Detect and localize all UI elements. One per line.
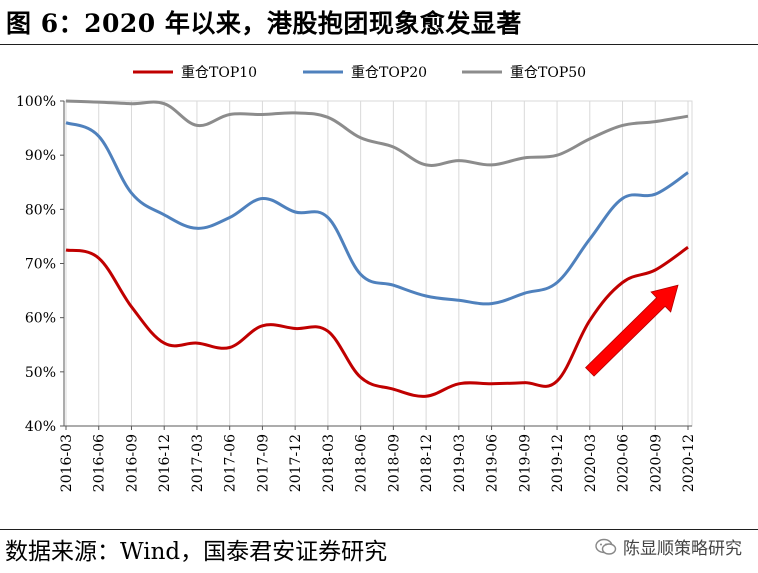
y-tick-label: 60% <box>25 311 56 327</box>
x-tick-label: 2019-06 <box>485 434 501 492</box>
x-tick-label: 2017-03 <box>190 434 206 492</box>
x-tick-label: 2016-03 <box>59 434 75 492</box>
watermark-text: 陈显顺策略研究 <box>623 539 742 559</box>
legend-label: 重仓TOP20 <box>351 65 427 81</box>
x-tick-label: 2016-09 <box>124 434 140 492</box>
legend-label: 重仓TOP10 <box>181 65 257 81</box>
x-tick-label: 2019-03 <box>452 434 468 492</box>
y-tick-label: 70% <box>25 257 56 273</box>
x-tick-label: 2018-06 <box>354 434 370 492</box>
x-tick-label: 2017-12 <box>288 434 304 492</box>
y-tick-label: 50% <box>25 365 56 381</box>
x-tick-label: 2019-12 <box>550 434 566 492</box>
x-tick-label: 2018-03 <box>321 434 337 492</box>
line-chart: 重仓TOP10 重仓TOP20 重仓TOP50 40% 50% 60% 70% 80% 90%… <box>16 65 697 492</box>
chart-legend: 重仓TOP10 重仓TOP20 重仓TOP50 <box>133 65 586 81</box>
plot-border <box>63 100 693 427</box>
x-tick-label: 2020-09 <box>648 434 664 492</box>
chart-series <box>65 99 689 398</box>
x-tick-label: 2020-12 <box>681 434 697 492</box>
y-tick-label: 40% <box>25 419 56 435</box>
chart-grid <box>63 100 693 427</box>
x-tick-label: 2018-12 <box>419 434 435 492</box>
title-divider <box>0 44 758 45</box>
x-tick-label: 2018-09 <box>386 434 402 492</box>
x-tick-label: 2017-06 <box>223 434 239 492</box>
series-line-top20 <box>65 121 689 306</box>
x-tick-label: 2016-06 <box>92 434 108 492</box>
chart-annotation <box>585 284 679 377</box>
legend-label: 重仓TOP50 <box>510 65 586 81</box>
x-tick-label: 2017-09 <box>255 434 271 492</box>
x-tick-label: 2019-09 <box>517 434 533 492</box>
watermark: 陈显顺策略研究 <box>595 534 742 559</box>
chart-axes: 40% 50% 60% 70% 80% 90% 100% 2016-03 2016-06 2016… <box>16 94 697 492</box>
y-tick-label: 90% <box>25 148 56 164</box>
x-tick-label: 2020-06 <box>616 434 632 492</box>
trend-arrow <box>585 284 679 377</box>
y-tick-label: 100% <box>16 94 56 110</box>
x-tick-label: 2016-12 <box>157 434 173 492</box>
figure-title: 图 6：2020 年以来，港股抱团现象愈发显著 <box>6 9 522 38</box>
x-tick-label: 2020-03 <box>583 434 599 492</box>
series-line-top10 <box>65 246 689 398</box>
wechat-icon <box>595 538 617 555</box>
data-source-note: 数据来源：Wind，国泰君安证券研究 <box>5 539 388 565</box>
source-divider <box>0 529 758 530</box>
y-tick-label: 80% <box>25 202 56 218</box>
series-line-top50 <box>65 99 689 167</box>
